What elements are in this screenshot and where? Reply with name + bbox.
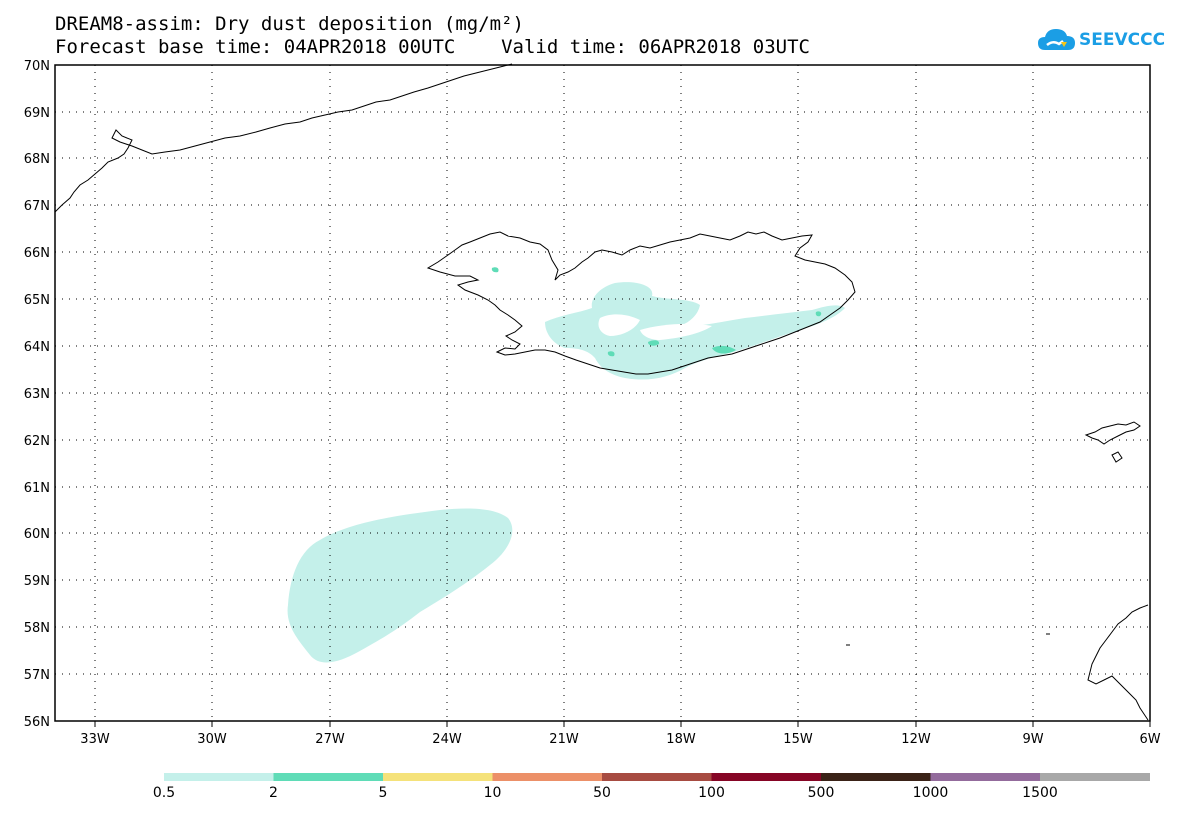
- colorbar-label: 50: [593, 785, 611, 801]
- dust-area-iceland-gap: [640, 323, 712, 340]
- lat-label: 66N: [24, 246, 50, 261]
- lat-label: 63N: [24, 387, 50, 402]
- colorbar: 0.5 2 5 10 50 100 500 1000 1500: [153, 773, 1150, 801]
- cloud-icon: [1038, 29, 1075, 50]
- lat-label: 61N: [24, 481, 50, 496]
- lon-label: 12W: [901, 732, 931, 747]
- greenland-coast: [54, 63, 513, 213]
- colorbar-label: 100: [698, 785, 725, 801]
- lat-label: 69N: [24, 106, 50, 121]
- colorbar-swatch: [273, 773, 384, 781]
- colorbar-swatch: [711, 773, 822, 781]
- lat-label: 68N: [24, 152, 50, 167]
- colorbar-label: 500: [808, 785, 835, 801]
- faroe-islands: [1084, 421, 1141, 463]
- colorbar-swatch: [602, 773, 712, 781]
- lon-label: 24W: [432, 732, 462, 747]
- dust-area-iceland-center: [598, 314, 640, 336]
- dust-area-iceland-medium-5: [815, 311, 822, 317]
- lon-label: 6W: [1139, 732, 1160, 747]
- dust-deposition-areas: [287, 267, 845, 663]
- map-subtitle: Forecast base time: 04APR2018 00UTC Vali…: [55, 36, 810, 58]
- colorbar-swatch: [930, 773, 1041, 781]
- map-frame: [54, 64, 1151, 722]
- dust-area-iceland-medium-3: [607, 351, 615, 357]
- seevccc-logo: SEEVCCC: [1037, 26, 1165, 58]
- lon-label: 18W: [666, 732, 696, 747]
- colorbar-label: 1000: [913, 785, 949, 801]
- lat-label: 56N: [24, 715, 50, 730]
- colorbar-swatch: [164, 773, 274, 781]
- colorbar-label: 0.5: [153, 785, 175, 801]
- dust-area-iceland-medium-4: [491, 267, 499, 273]
- graticule: [55, 65, 1150, 721]
- lon-label: 30W: [197, 732, 227, 747]
- lat-label: 64N: [24, 340, 50, 355]
- lon-label: 33W: [80, 732, 110, 747]
- dust-area-iceland-medium-2: [712, 345, 736, 354]
- lat-label: 60N: [24, 527, 50, 542]
- lat-label: 62N: [24, 434, 50, 449]
- map-title: DREAM8-assim: Dry dust deposition (mg/m²…: [55, 13, 524, 35]
- coastlines: [54, 63, 1149, 721]
- colorbar-swatch: [492, 773, 603, 781]
- lat-label: 59N: [24, 574, 50, 589]
- colorbar-label: 10: [484, 785, 502, 801]
- colorbar-label: 2: [269, 785, 278, 801]
- lat-labels: 70N 69N 68N 67N 66N 65N 64N 63N 62N 61N …: [24, 59, 50, 730]
- lat-label: 57N: [24, 668, 50, 683]
- lon-labels: 33W 30W 27W 24W 21W 18W 15W 12W 9W 6W: [80, 732, 1160, 747]
- lon-label: 15W: [783, 732, 813, 747]
- lon-label: 9W: [1022, 732, 1043, 747]
- logo-text: SEEVCCC: [1079, 30, 1166, 50]
- colorbar-swatch: [383, 773, 493, 781]
- lat-label: 65N: [24, 293, 50, 308]
- iceland-coast: [426, 231, 856, 375]
- colorbar-label: 5: [379, 785, 388, 801]
- lat-label: 70N: [24, 59, 50, 74]
- colorbar-swatch: [1040, 773, 1150, 781]
- lon-label: 27W: [315, 732, 345, 747]
- lat-label: 67N: [24, 199, 50, 214]
- dust-area-south-atlantic: [287, 508, 513, 663]
- lat-label: 58N: [24, 621, 50, 636]
- lon-label: 21W: [549, 732, 579, 747]
- dust-area-iceland-medium-1: [648, 340, 660, 346]
- colorbar-label: 1500: [1022, 785, 1058, 801]
- scotland-coast: [1087, 604, 1149, 721]
- colorbar-swatch: [821, 773, 931, 781]
- axis-ticks: [94, 721, 1151, 727]
